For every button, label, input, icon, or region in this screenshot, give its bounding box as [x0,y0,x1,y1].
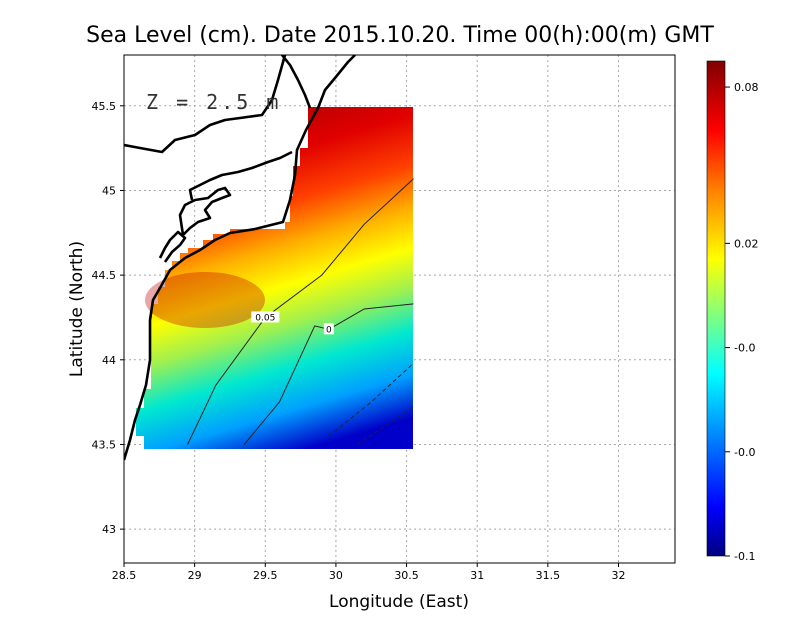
sea-level-field [136,107,413,449]
colorbar-tick-label: 0.02 [734,237,759,250]
x-axis-ticks: 28.5 29 29.5 30 30.5 31 31.5 32 [112,563,625,582]
warm-core [145,272,265,328]
contour-line [187,178,414,445]
y-tick-label: 45 [102,184,116,197]
depth-annotation: Z = 2.5 m [146,90,281,114]
contour-line [328,362,414,437]
colorbar-tick-label: -0.0 [734,342,755,355]
contour-lines: 0.05 0 [187,178,414,445]
y-tick-label: 43 [102,523,116,536]
colorbar-ticks: 0.08 0.02 -0.0 -0.0 -0.1 [725,81,759,563]
contour-label: 0 [326,325,332,335]
x-axis-label: Longitude (East) [329,592,469,612]
contour-line [243,303,414,445]
x-tick-label: 30 [329,569,343,582]
y-tick-label: 44 [102,354,116,367]
x-tick-label: 31 [470,569,484,582]
colorbar-tick-label: 0.08 [734,81,759,94]
x-tick-label: 32 [611,569,625,582]
x-tick-label: 28.5 [112,569,137,582]
colorbar-tick-label: -0.1 [734,550,755,563]
colorbar-tick-label: -0.0 [734,446,755,459]
colorbar [706,60,726,557]
x-tick-label: 31.5 [536,569,561,582]
y-tick-label: 45.5 [92,100,117,113]
x-tick-label: 29 [188,569,202,582]
contour-label: 0.05 [255,313,275,323]
chart-title: Sea Level (cm). Date 2015.10.20. Time 00… [86,23,714,48]
plot-border [123,54,676,564]
x-tick-label: 29.5 [253,569,278,582]
y-axis-ticks: 43 43.5 44 44.5 45 45.5 [92,100,124,536]
y-tick-label: 44.5 [92,269,117,282]
contour-line [356,406,414,445]
y-tick-label: 43.5 [92,438,117,451]
y-axis-label: Latitude (North) [67,241,87,377]
contour-label-bg [251,311,280,323]
coastline [124,55,356,461]
contour-label-bg [323,323,334,335]
x-tick-label: 30.5 [394,569,419,582]
